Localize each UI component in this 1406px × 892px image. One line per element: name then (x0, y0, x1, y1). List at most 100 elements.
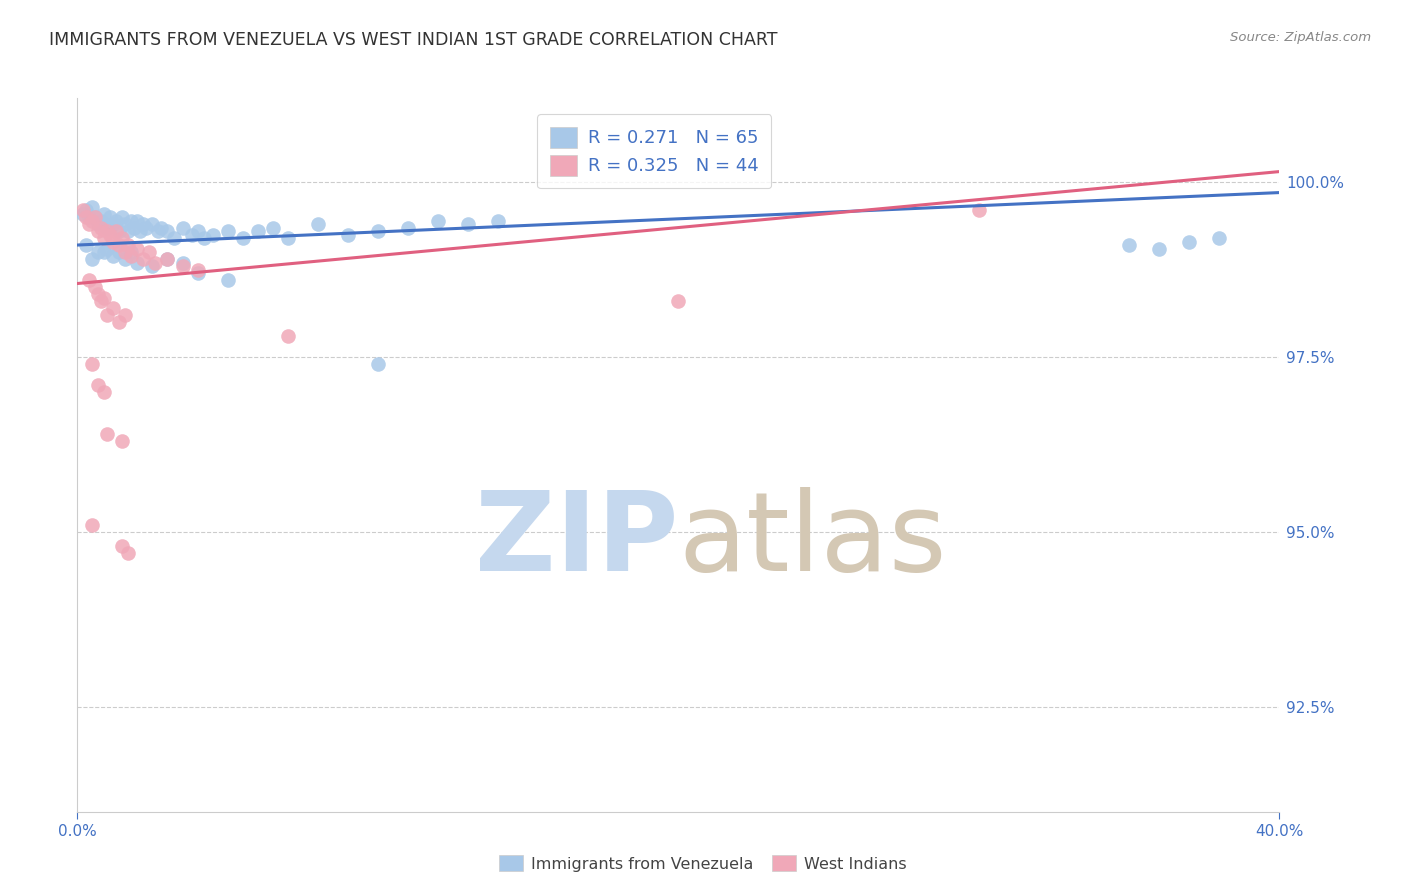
Point (124, 220, 146, 235)
Text: atlas: atlas (679, 487, 946, 594)
Point (111, 231, 134, 245)
Point (307, 217, 329, 231)
Text: ZIP: ZIP (475, 487, 679, 594)
Point (217, 273, 239, 287)
Point (79, 217, 101, 231)
Point (75, 238, 97, 252)
Point (103, 301, 125, 315)
Point (117, 224, 139, 238)
Point (132, 252, 155, 266)
Point (135, 220, 157, 235)
Point (114, 217, 136, 231)
Point (87, 245, 110, 260)
Point (668, 293, 690, 308)
Point (1118, 238, 1140, 252)
Point (232, 231, 254, 245)
Point (277, 329, 299, 343)
Point (82, 200, 104, 214)
Point (105, 213, 128, 227)
Point (120, 248, 142, 262)
Point (246, 224, 269, 238)
Point (90, 293, 112, 308)
Point (486, 213, 509, 227)
Point (148, 224, 170, 238)
Point (262, 220, 284, 235)
Point (1149, 242, 1171, 256)
Point (120, 213, 142, 227)
Point (187, 262, 209, 277)
Point (336, 227, 359, 242)
Point (156, 252, 179, 266)
Point (82, 213, 104, 227)
Point (90, 220, 112, 235)
Point (111, 539, 134, 553)
Point (90, 213, 112, 227)
Point (138, 245, 160, 260)
Point (127, 213, 149, 227)
Point (75, 210, 97, 224)
Point (108, 315, 131, 329)
Point (72, 206, 94, 220)
Point (117, 546, 139, 560)
Point (87, 287, 110, 301)
Point (96, 426, 118, 441)
Point (93, 206, 115, 220)
Point (87, 224, 110, 238)
Point (93, 231, 115, 245)
Point (117, 238, 139, 252)
Point (277, 231, 299, 245)
Point (84, 210, 107, 224)
Point (120, 245, 142, 260)
Point (367, 357, 389, 371)
Point (193, 231, 215, 245)
Point (396, 220, 419, 235)
Point (87, 217, 110, 231)
Point (103, 235, 125, 249)
Text: Source: ZipAtlas.com: Source: ZipAtlas.com (1230, 31, 1371, 45)
Point (145, 255, 167, 269)
Point (114, 245, 136, 260)
Point (96, 242, 118, 256)
Point (100, 210, 122, 224)
Text: IMMIGRANTS FROM VENEZUELA VS WEST INDIAN 1ST GRADE CORRELATION CHART: IMMIGRANTS FROM VENEZUELA VS WEST INDIAN… (49, 31, 778, 49)
Point (93, 291, 115, 305)
Point (82, 357, 104, 371)
Point (84, 210, 107, 224)
Point (1178, 235, 1201, 249)
Point (108, 224, 131, 238)
Point (172, 259, 194, 273)
Point (105, 224, 128, 238)
Point (150, 220, 173, 235)
Point (156, 224, 179, 238)
Point (93, 245, 115, 260)
Point (82, 252, 104, 266)
Legend: R = 0.271   N = 65, R = 0.325   N = 44: R = 0.271 N = 65, R = 0.325 N = 44 (537, 114, 772, 188)
Point (132, 217, 155, 231)
Point (114, 252, 136, 266)
Point (187, 266, 209, 280)
Point (103, 217, 125, 231)
Point (96, 220, 118, 235)
Point (114, 308, 136, 322)
Point (108, 238, 131, 252)
Point (162, 231, 184, 245)
Point (93, 384, 115, 399)
Point (103, 248, 125, 262)
Point (108, 245, 131, 260)
Point (79, 273, 101, 287)
Point (96, 308, 118, 322)
Point (172, 255, 194, 269)
Point (100, 227, 122, 242)
Point (82, 517, 104, 532)
Point (172, 220, 194, 235)
Point (141, 217, 163, 231)
Point (79, 210, 101, 224)
Point (111, 434, 134, 448)
Point (127, 242, 149, 256)
Point (84, 280, 107, 294)
Point (156, 252, 179, 266)
Point (75, 202, 97, 217)
Point (111, 210, 134, 224)
Point (1208, 231, 1230, 245)
Point (187, 224, 209, 238)
